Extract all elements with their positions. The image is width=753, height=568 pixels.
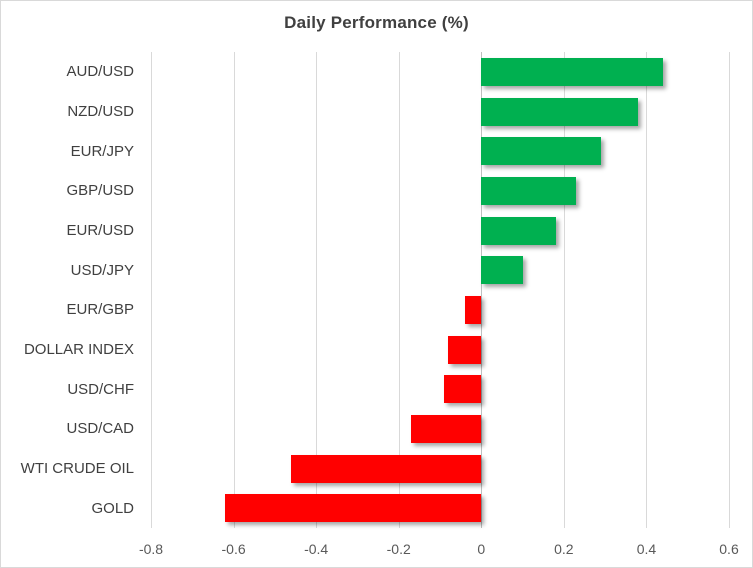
gridline <box>398 52 400 528</box>
category-label-eur-jpy: EUR/JPY <box>70 142 134 160</box>
category-label-nzd-usd: NZD/USD <box>67 102 134 120</box>
x-axis: -0.8 -0.6 -0.4 -0.2 0 0.2 0.4 0.6 <box>139 541 739 561</box>
bar-eur-usd <box>481 216 556 245</box>
x-tick-label: 0 <box>477 541 486 557</box>
bar-aud-usd <box>481 57 663 86</box>
bar-dollar-index <box>448 335 482 364</box>
x-tick-label: -0.2 <box>386 541 411 557</box>
chart-title: Daily Performance (%) <box>284 13 469 32</box>
bar-usd-cad <box>411 414 482 443</box>
gridline <box>233 52 235 528</box>
x-tick-label: -0.4 <box>304 541 329 557</box>
category-labels: AUD/USD NZD/USD EUR/JPY GBP/USD EUR/USD USD/J… <box>1 52 143 528</box>
category-label-gold: GOLD <box>91 499 134 517</box>
bar-nzd-usd <box>481 97 639 126</box>
x-tick-label: -0.8 <box>138 541 164 557</box>
category-label-usd-cad: USD/CAD <box>66 420 134 438</box>
bar-usd-jpy <box>481 256 523 285</box>
category-label-aud-usd: AUD/USD <box>66 63 134 81</box>
x-tick-label: -0.6 <box>221 541 246 557</box>
x-tick-label: 0.4 <box>636 541 657 557</box>
gridline <box>151 52 152 528</box>
bar-gold <box>225 494 482 523</box>
bar-gbp-usd <box>481 176 577 205</box>
zero-gridline <box>481 52 483 528</box>
plot-area <box>151 52 730 528</box>
category-label-eur-gbp: EUR/GBP <box>66 301 134 319</box>
category-label-gbp-usd: GBP/USD <box>66 182 134 200</box>
category-label-usd-chf: USD/CHF <box>67 380 134 398</box>
category-label-wti-crude-oil: WTI CRUDE OIL <box>20 459 134 477</box>
category-label-dollar-index: DOLLAR INDEX <box>23 340 134 358</box>
gridline <box>646 52 648 528</box>
category-label-usd-jpy: USD/JPY <box>70 261 134 279</box>
bar-wti-crude-oil <box>291 454 482 483</box>
bar-eur-jpy <box>481 137 601 166</box>
gridline <box>316 52 318 528</box>
bar-usd-chf <box>444 375 482 404</box>
x-tick-label: 0.2 <box>554 541 574 557</box>
gridline <box>729 52 730 528</box>
category-label-eur-usd: EUR/USD <box>66 221 134 239</box>
bar-eur-gbp <box>464 295 482 324</box>
gridline <box>563 52 565 528</box>
x-tick-label: 0.6 <box>719 541 739 557</box>
